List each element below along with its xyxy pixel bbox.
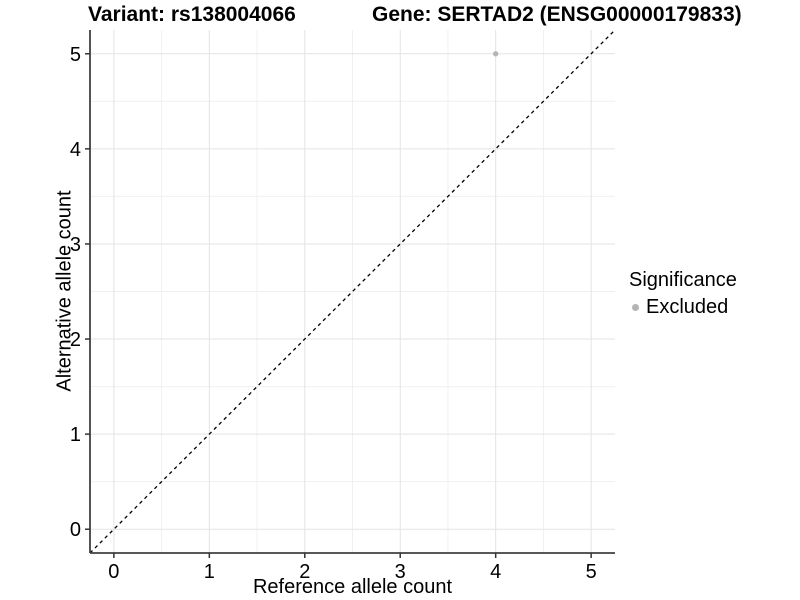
excluded-marker-icon (632, 304, 639, 311)
x-tick-label: 2 (299, 561, 310, 583)
y-tick-label: 2 (70, 329, 81, 351)
legend-entry-excluded: Excluded (629, 296, 737, 319)
y-tick-label: 3 (70, 234, 81, 256)
identity-line (89, 29, 616, 554)
variant-title: Variant: rs138004066 (88, 3, 296, 26)
x-tick-label: 1 (204, 561, 215, 583)
x-tick-label: 0 (108, 561, 119, 583)
y-tick-label: 0 (70, 519, 81, 541)
x-axis-title: Reference allele count (252, 576, 452, 598)
data-point (492, 51, 499, 57)
y-tick-label: 5 (70, 44, 81, 66)
x-tick-label: 3 (395, 561, 406, 583)
x-tick-label: 4 (490, 561, 501, 583)
legend-entry-label: Excluded (646, 296, 729, 318)
gene-title: Gene: SERTAD2 (ENSG00000179833) (372, 3, 742, 26)
y-tick-label: 4 (70, 139, 81, 161)
y-axis-title: Alternative allele count (53, 190, 76, 392)
x-tick-label: 5 (586, 561, 597, 583)
y-tick-label: 1 (70, 424, 81, 446)
legend-title: Significance (629, 269, 737, 291)
legend: Significance Excluded (629, 268, 737, 319)
